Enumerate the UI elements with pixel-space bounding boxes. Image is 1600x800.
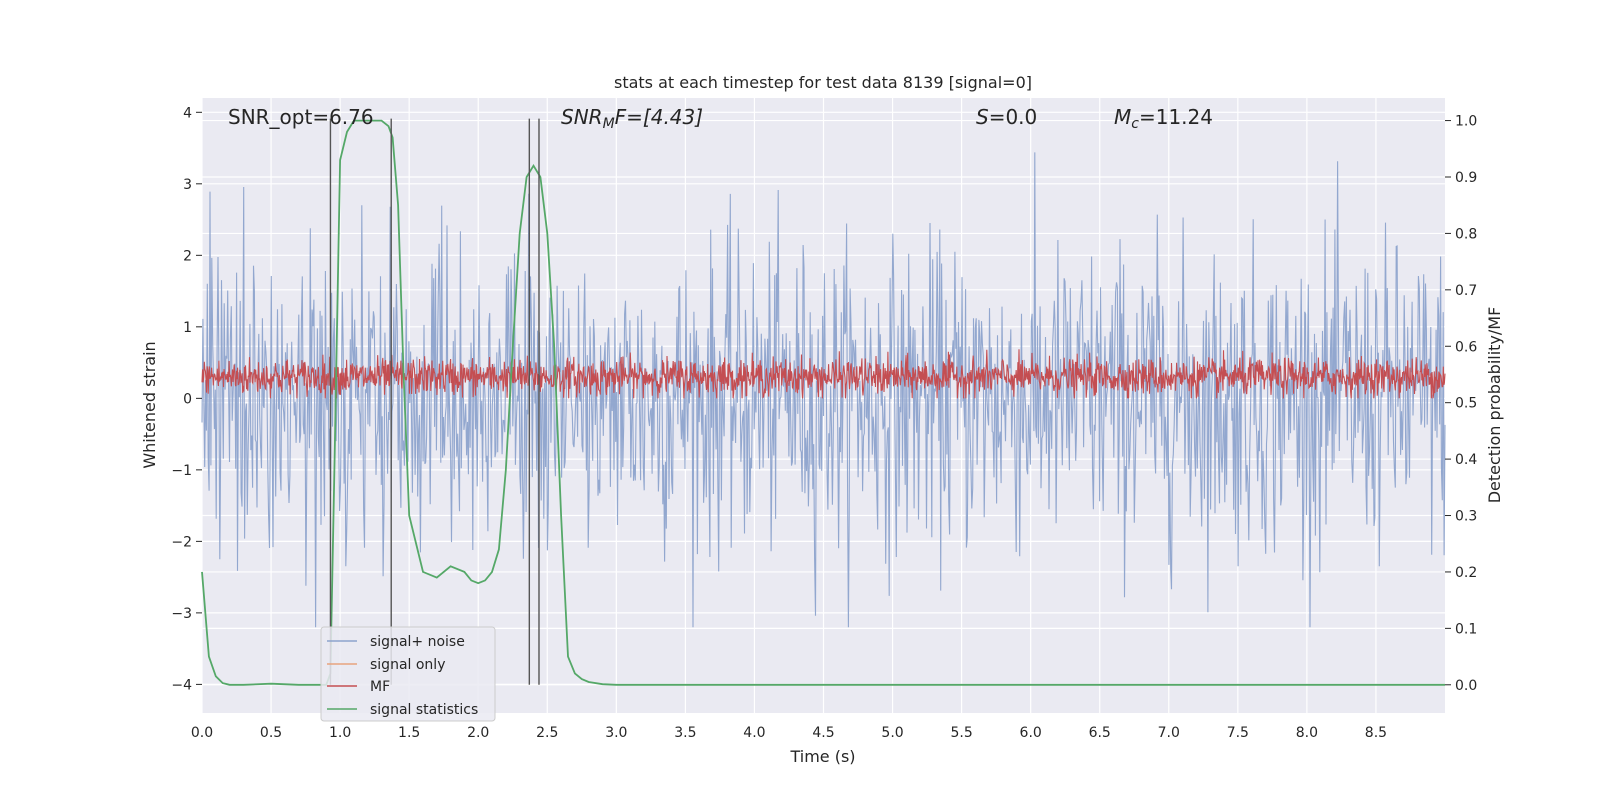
y-right-tick-label: 0.4 [1455, 452, 1477, 468]
annotation-snr-mf-rest: F=[4.43] [615, 105, 703, 129]
y-right-tick-labels: 1.0 0.9 0.8 0.7 0.6 0.5 0.4 0.3 0.2 0.1 0.0 [1445, 114, 1477, 694]
x-tick-label: 8.0 [1296, 725, 1318, 741]
x-tick-label: 0.5 [260, 725, 282, 741]
mf-line [201, 349, 1446, 399]
signal-statistics-line [201, 119, 1445, 686]
chart-title: stats at each timestep for test data 813… [614, 73, 1032, 92]
annotation-mc-rest: =11.24 [1139, 105, 1213, 129]
x-tick-label: 5.5 [950, 725, 972, 741]
annotation-mc-main: M [1114, 105, 1131, 129]
annotation-s-main: S [976, 105, 989, 129]
y-right-axis-label: Detection probability/MF [1485, 307, 1504, 504]
legend-box [320, 626, 496, 722]
x-axis-label: Time (s) [789, 747, 855, 766]
x-tick-label: 1.0 [329, 725, 351, 741]
y-right-tick-label: 1.0 [1455, 114, 1477, 130]
y-tick-label: 2 [183, 248, 192, 264]
x-tick-label: 8.5 [1365, 725, 1387, 741]
vertical-markers [329, 118, 540, 685]
y-tick-label: 1 [183, 320, 192, 336]
series-mf [201, 349, 1446, 399]
signal-noise-line [201, 152, 1446, 628]
series-signal-statistics [201, 119, 1445, 686]
y-tick-label: 3 [183, 177, 192, 193]
annotation-snr-opt: SNR_opt=6.76 [228, 105, 374, 129]
x-tick-label: 2.5 [536, 725, 558, 741]
annotation-mc: Mc=11.24 [1114, 105, 1213, 132]
x-tick-label: 1.5 [398, 725, 420, 741]
annotation-s: S=0.0 [976, 105, 1037, 129]
legend-label-signal-only: signal only [370, 657, 445, 673]
annotation-snr-mf-sub: M [603, 116, 615, 132]
x-tick-label: 4.0 [743, 725, 765, 741]
x-tick-label: 2.0 [467, 725, 489, 741]
y-tick-label: −4 [171, 677, 192, 693]
y-right-tick-label: 0.0 [1455, 678, 1477, 694]
y-right-tick-label: 0.7 [1455, 283, 1477, 299]
x-tick-label: 0.0 [191, 725, 213, 741]
y-right-tick-label: 0.6 [1455, 339, 1477, 355]
y-right-tick-label: 0.3 [1455, 509, 1477, 525]
legend-label-signal-statistics: signal statistics [370, 702, 478, 718]
annotation-snr-mf: SNRMF=[4.43] [561, 105, 703, 132]
x-tick-label: 7.5 [1227, 725, 1249, 741]
x-tick-label: 6.5 [1089, 725, 1111, 741]
x-tick-label: 5.0 [881, 725, 903, 741]
legend: signal+ noise signal only MF signal stat… [320, 626, 496, 722]
x-tick-label: 6.0 [1020, 725, 1042, 741]
x-tick-label: 7.0 [1158, 725, 1180, 741]
annotation-s-rest: =0.0 [989, 105, 1038, 129]
series-signal-noise [201, 152, 1446, 628]
y-right-tick-label: 0.1 [1455, 621, 1477, 637]
y-tick-label: −1 [171, 463, 192, 479]
y-right-tick-label: 0.2 [1455, 565, 1477, 581]
x-tick-labels: 0.0 0.5 1.0 1.5 2.0 2.5 3.0 3.5 4.0 4.5 5.0 5.5 6.0 6… [191, 725, 1387, 741]
x-tick-label: 3.0 [605, 725, 627, 741]
x-tick-label: 3.5 [674, 725, 696, 741]
y-tick-label: −2 [171, 534, 192, 550]
annotation-snr-mf-main: SNR [561, 105, 603, 129]
y-tick-labels: 4 3 2 1 0 −1 −2 −3 −4 [171, 105, 202, 693]
legend-label-signal-noise: signal+ noise [370, 634, 465, 650]
y-right-tick-label: 0.9 [1455, 170, 1477, 186]
legend-label-mf: MF [370, 679, 390, 695]
y-right-tick-label: 0.5 [1455, 396, 1477, 412]
y-right-tick-label: 0.8 [1455, 226, 1477, 242]
y-axis-label: Whitened strain [140, 341, 159, 468]
annotation-mc-sub: c [1131, 116, 1139, 132]
y-tick-label: 4 [183, 105, 192, 121]
y-tick-label: 0 [183, 391, 192, 407]
y-tick-label: −3 [171, 606, 192, 622]
x-tick-label: 4.5 [812, 725, 834, 741]
